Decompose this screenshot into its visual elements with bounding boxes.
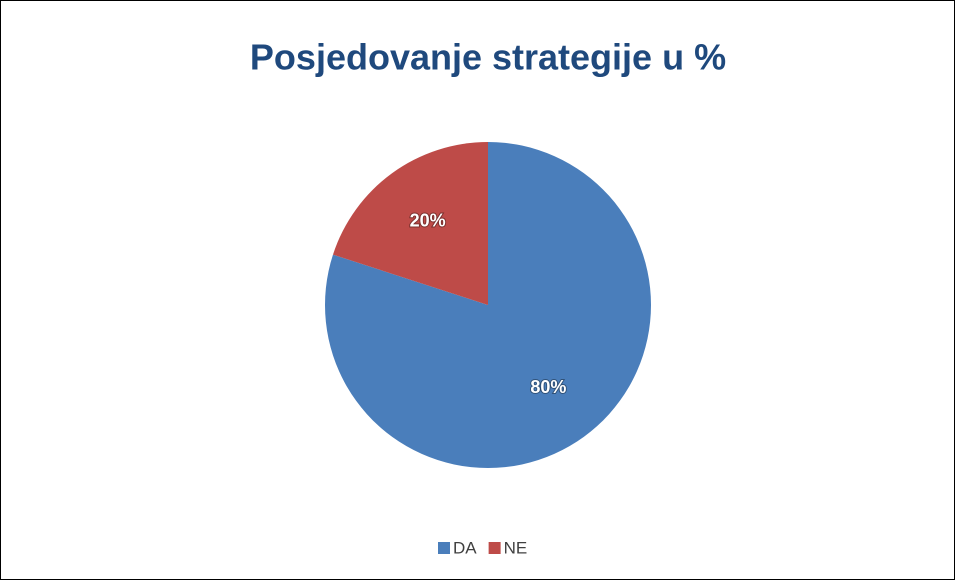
legend-label: DA xyxy=(453,538,477,557)
legend-swatch xyxy=(488,542,501,554)
chart-title: Posjedovanje strategije u % xyxy=(250,37,726,78)
legend-swatch xyxy=(438,542,450,554)
data-label: 20% xyxy=(410,211,446,231)
pie-slice xyxy=(332,142,488,305)
legend-label: NE xyxy=(504,538,528,557)
data-label: 80% xyxy=(530,377,566,397)
